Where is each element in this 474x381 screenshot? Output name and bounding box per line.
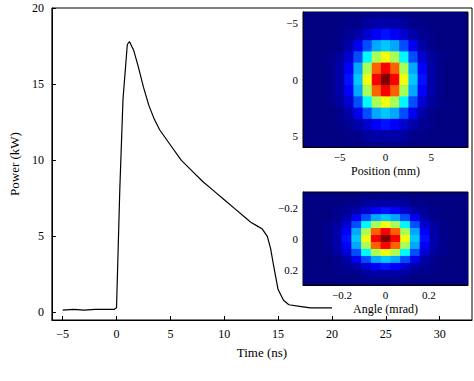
svg-text:5: 5	[293, 130, 299, 142]
svg-text:−5: −5	[56, 327, 69, 341]
svg-text:0: 0	[114, 327, 120, 341]
svg-text:Time (ns): Time (ns)	[237, 345, 287, 360]
svg-text:0: 0	[383, 289, 389, 301]
svg-text:−5: −5	[334, 151, 346, 163]
svg-text:Position (mm): Position (mm)	[351, 164, 420, 178]
svg-text:Angle (mrad): Angle (mrad)	[353, 302, 418, 316]
svg-text:−5: −5	[286, 17, 298, 29]
svg-text:Power (kW): Power (kW)	[7, 132, 22, 196]
svg-text:−0.2: −0.2	[278, 202, 298, 214]
svg-text:15: 15	[272, 327, 284, 341]
svg-text:0: 0	[293, 74, 299, 86]
svg-text:0.2: 0.2	[422, 289, 436, 301]
svg-text:10: 10	[32, 153, 44, 167]
svg-text:5: 5	[429, 151, 435, 163]
svg-text:0: 0	[383, 151, 389, 163]
svg-text:30: 30	[434, 327, 446, 341]
svg-text:−0.2: −0.2	[332, 289, 352, 301]
svg-text:0: 0	[293, 233, 299, 245]
svg-text:25: 25	[380, 327, 392, 341]
svg-text:15: 15	[32, 77, 44, 91]
svg-text:5: 5	[167, 327, 173, 341]
svg-text:20: 20	[32, 1, 44, 15]
svg-text:0.2: 0.2	[284, 264, 298, 276]
svg-text:0: 0	[38, 305, 44, 319]
svg-text:20: 20	[326, 327, 338, 341]
svg-text:5: 5	[38, 229, 44, 243]
svg-text:10: 10	[218, 327, 230, 341]
